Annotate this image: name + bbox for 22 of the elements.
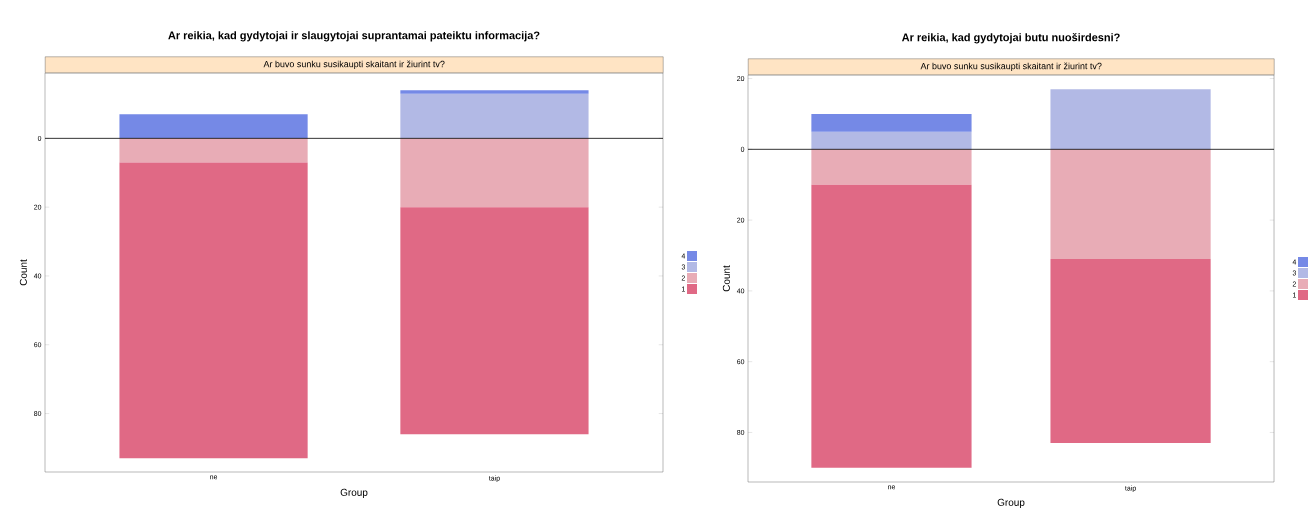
chart-subtitle: Ar buvo sunku susikaupti skaitant ir žiurint tv? — [263, 60, 445, 69]
x-axis-title: Group — [340, 488, 368, 498]
bar — [119, 162, 308, 459]
bar — [811, 113, 972, 132]
chart-title: Ar reikia, kad gydytojai ir slaugytojai suprantamai pateiktu informacija? — [168, 31, 540, 42]
bar — [1050, 149, 1211, 260]
y-axis-title: Count — [722, 265, 730, 292]
bar — [119, 138, 308, 163]
bar — [811, 149, 972, 185]
bar — [400, 138, 589, 208]
chart-title: Ar reikia, kad gydytojai butu nuoširdesni? — [901, 32, 1120, 44]
bar — [1050, 89, 1211, 150]
bar — [400, 93, 589, 139]
bar — [400, 90, 589, 94]
y-axis-title: Count — [19, 259, 27, 286]
bar — [119, 114, 308, 139]
chart-subtitle: Ar buvo sunku susikaupti skaitant ir žiurint tv? — [920, 62, 1102, 71]
bar — [811, 131, 972, 150]
x-axis-title: Group — [997, 498, 1025, 508]
bar — [400, 207, 589, 435]
bar — [811, 184, 972, 468]
bar — [1050, 259, 1211, 444]
